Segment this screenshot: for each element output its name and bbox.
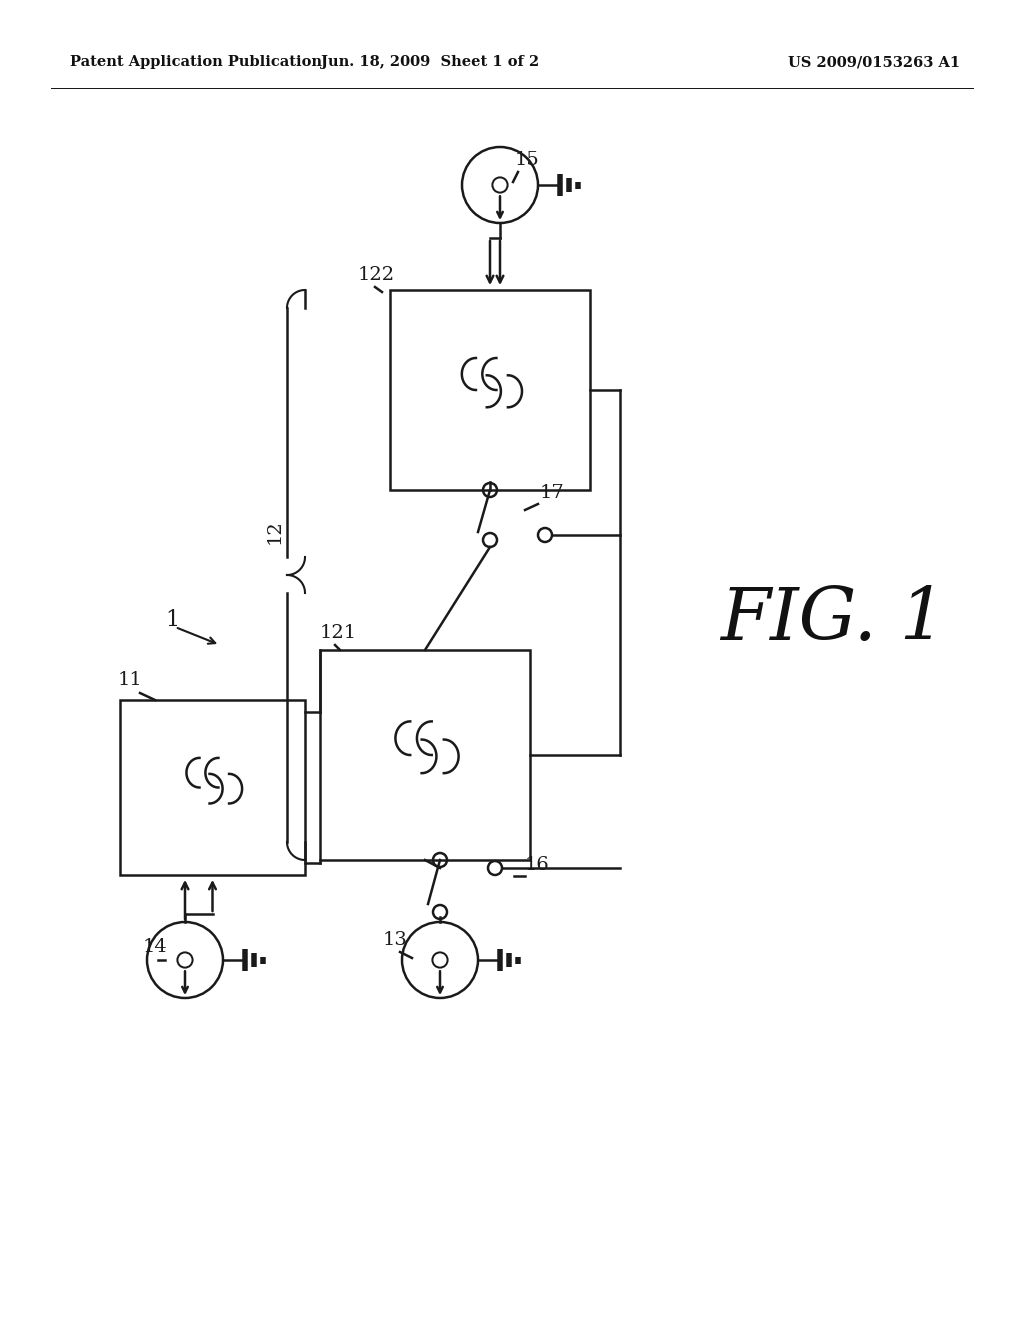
Bar xyxy=(319,649,530,861)
Bar xyxy=(120,700,305,875)
Text: Patent Application Publication: Patent Application Publication xyxy=(70,55,322,69)
Text: 122: 122 xyxy=(358,267,395,284)
Text: Jun. 18, 2009  Sheet 1 of 2: Jun. 18, 2009 Sheet 1 of 2 xyxy=(321,55,539,69)
Text: 13: 13 xyxy=(383,931,408,949)
Text: US 2009/0153263 A1: US 2009/0153263 A1 xyxy=(787,55,961,69)
Text: FIG. 1: FIG. 1 xyxy=(720,585,946,655)
Text: 121: 121 xyxy=(319,624,357,642)
Text: 11: 11 xyxy=(118,671,142,689)
Text: 14: 14 xyxy=(143,939,168,956)
Text: 16: 16 xyxy=(525,855,550,874)
Text: 15: 15 xyxy=(515,150,540,169)
Text: 1: 1 xyxy=(165,609,179,631)
Bar xyxy=(390,290,590,490)
Text: 12: 12 xyxy=(266,519,284,544)
Text: 17: 17 xyxy=(540,484,565,502)
